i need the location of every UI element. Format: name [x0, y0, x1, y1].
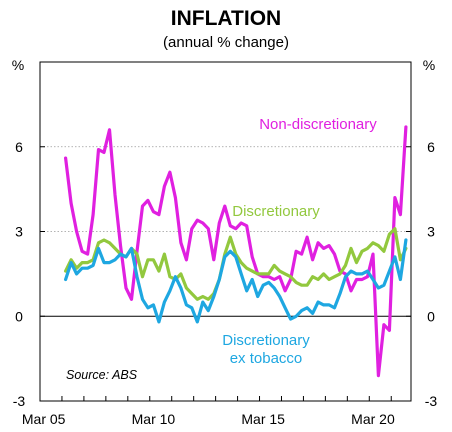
series-label-1-0: Discretionary: [232, 203, 320, 220]
y-tick-label-right-3: 6: [427, 139, 435, 155]
x-tick-label-3: Mar 20: [351, 411, 395, 427]
y-tick-label-left-1: 0: [15, 308, 23, 324]
y-tick-label-left-3: 6: [15, 139, 23, 155]
series-label-2-0: Discretionary: [222, 332, 310, 349]
gridlines: [40, 146, 411, 317]
y-tick-label-left-2: 3: [15, 224, 23, 240]
series-label-2-1: ex tobacco: [230, 350, 303, 367]
series-line-0: [63, 125, 408, 378]
series-line-1: [63, 227, 408, 301]
x-tick-label-2: Mar 15: [241, 411, 285, 427]
series-labels: Non-discretionary Discretionary Discretion…: [222, 116, 377, 367]
series-lines: [63, 125, 408, 378]
chart-subtitle: (annual % change): [163, 34, 289, 51]
x-tick-label-0: Mar 05: [22, 411, 66, 427]
y-tick-label-right-2: 3: [427, 224, 435, 240]
series-label-0-0: Non-discretionary: [259, 116, 377, 133]
y-unit-right: %: [423, 57, 435, 73]
series-line-2: [63, 238, 408, 324]
plot-frame: [39, 61, 412, 402]
axis-ticks: -3 -3 0 0 3 3 6 6 Mar 05 Mar 10 Mar 15 Mar 20: [13, 139, 438, 427]
y-tick-label-right-0: -3: [425, 393, 438, 409]
y-tick-label-left-0: -3: [13, 393, 26, 409]
source-note: Source: ABS: [66, 368, 138, 382]
x-tick-label-1: Mar 10: [132, 411, 176, 427]
y-unit-left: %: [12, 57, 24, 73]
chart-title: INFLATION: [171, 7, 281, 30]
y-tick-label-right-1: 0: [427, 308, 435, 324]
